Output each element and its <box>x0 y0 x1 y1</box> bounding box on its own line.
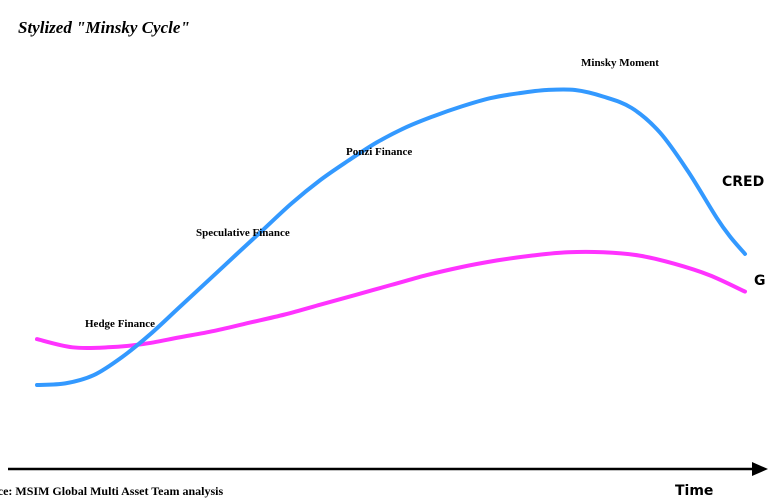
series-label-cred: CRED <box>722 174 765 190</box>
source-note: urce: MSIM Global Multi Asset Team analy… <box>0 484 224 498</box>
series-line-cred <box>35 87 747 387</box>
series-label-g: G <box>754 273 766 289</box>
stage-label-ponzi-finance: Ponzi Finance <box>346 146 413 158</box>
x-axis-label: Time <box>675 483 714 499</box>
chart-title: Stylized "Minsky Cycle" <box>18 18 190 37</box>
x-axis-arrowhead <box>752 462 768 476</box>
series-layer <box>35 87 747 387</box>
series-line-g <box>35 249 747 351</box>
stage-label-minsky-moment: Minsky Moment <box>581 57 659 69</box>
stage-label-hedge-finance: Hedge Finance <box>85 318 155 330</box>
stage-label-speculative-finance: Speculative Finance <box>196 227 290 239</box>
